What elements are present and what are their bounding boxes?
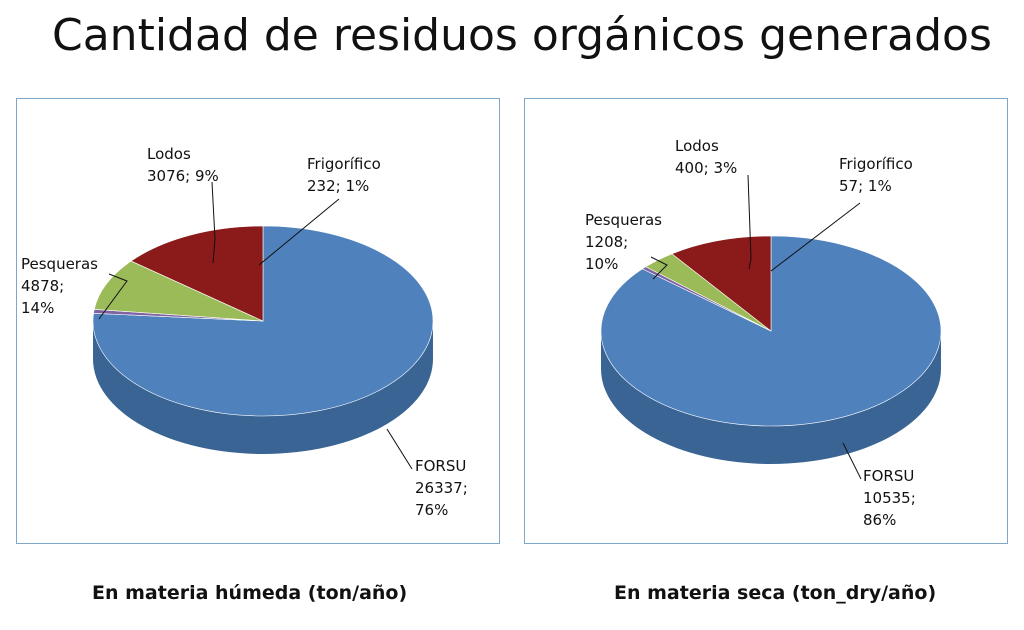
chart-panel-wet: Lodos 3076; 9% Frigorífico 232; 1% Pesqueras…: [16, 98, 500, 544]
pie-slice-forsu: [92, 225, 434, 417]
slice-label: FORSU 10535; 86%: [863, 467, 916, 529]
pie-chart-wet: Lodos 3076; 9% Frigorífico 232; 1% Pesqueras…: [21, 145, 468, 519]
slice-label-line: FORSU: [863, 467, 914, 485]
slice-label-line: Frigorífico: [307, 155, 381, 173]
leader-line: [258, 198, 340, 266]
leader-line: [98, 273, 128, 320]
pie-sides: [601, 331, 941, 464]
pie-top: [600, 235, 942, 427]
slice-label-line: 26337;: [415, 479, 468, 497]
slice-label-line: 10%: [585, 255, 618, 273]
slice-label-line: FORSU: [415, 457, 466, 475]
pie-top: [92, 225, 434, 417]
leader-line: [770, 202, 861, 272]
slice-label-line: Lodos: [675, 137, 719, 155]
slice-label: Frigorífico 232; 1%: [307, 155, 381, 195]
slice-label-line: 10535;: [863, 489, 916, 507]
leader-line: [386, 428, 413, 470]
caption-dry: En materia seca (ton_dry/año): [614, 582, 937, 604]
pie-chart-dry: Lodos 400; 3% Frigorífico 57; 1% Pesqueras 12…: [585, 137, 942, 529]
slice-label: Pesqueras 4878; 14%: [21, 255, 98, 317]
caption-wet: En materia húmeda (ton/año): [92, 582, 408, 604]
pie-slice-lodos: [93, 260, 264, 322]
slice-label-line: 14%: [21, 299, 54, 317]
slice-label: FORSU 26337; 76%: [415, 457, 468, 519]
slice-label-line: Lodos: [147, 145, 191, 163]
slice-label-line: 57; 1%: [839, 177, 892, 195]
leader-line: [211, 181, 216, 264]
slice-label-line: 4878;: [21, 277, 64, 295]
slice-label-line: Pesqueras: [21, 255, 98, 273]
pie-slice-pesqueras: [130, 225, 264, 322]
pie-side-forsu: [93, 321, 433, 454]
slice-label-line: 400; 3%: [675, 159, 737, 177]
leader-line: [747, 174, 752, 270]
slice-label-line: 3076; 9%: [147, 167, 219, 185]
slice-label: Frigorífico 57; 1%: [839, 155, 913, 195]
pie-sides: [93, 321, 433, 454]
chart-panel-dry: Lodos 400; 3% Frigorífico 57; 1% Pesqueras 12…: [524, 98, 1008, 544]
pie-slice-pesqueras: [671, 235, 772, 332]
slice-label-line: 1208;: [585, 233, 628, 251]
slice-label: Lodos 3076; 9%: [147, 145, 219, 185]
slice-label: Pesqueras 1208; 10%: [585, 211, 662, 273]
slice-label: Lodos 400; 3%: [675, 137, 737, 177]
slice-label-line: 76%: [415, 501, 448, 519]
leader-line: [650, 256, 668, 280]
slice-label-line: 86%: [863, 511, 896, 529]
slice-label-line: Pesqueras: [585, 211, 662, 229]
slice-label-line: 232; 1%: [307, 177, 369, 195]
leader-line: [842, 442, 862, 480]
pie-side-forsu: [601, 331, 941, 464]
slice-label-line: Frigorífico: [839, 155, 913, 173]
page-title: Cantidad de residuos orgánicos generados: [52, 10, 992, 61]
